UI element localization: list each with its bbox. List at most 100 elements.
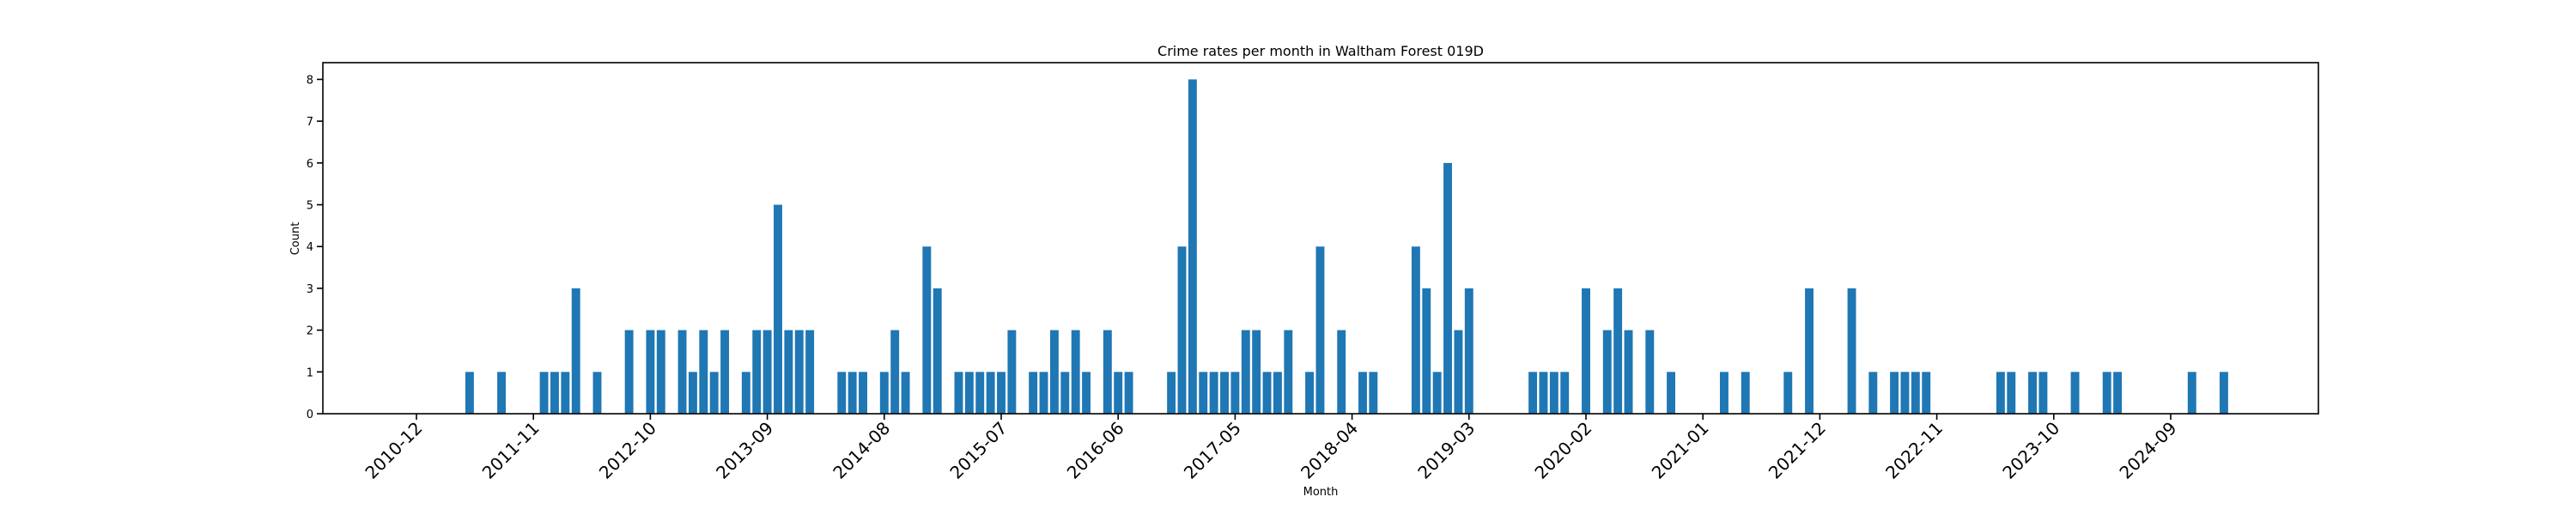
bar-2012-03 [571, 288, 580, 414]
bar-2013-07 [741, 372, 750, 414]
bar-2013-12 [794, 330, 804, 414]
chart-title: Crime rates per month in Waltham Forest … [1157, 43, 1484, 59]
bar-2012-08 [624, 330, 634, 414]
x-tick-label: 2022-11 [1881, 418, 1947, 483]
bar-2015-05 [975, 372, 985, 414]
bar-2013-08 [752, 330, 762, 414]
bar-2014-08 [879, 372, 889, 414]
bar-2013-05 [720, 330, 730, 414]
bar-2020-02 [1582, 288, 1590, 414]
bar-2011-08 [497, 372, 507, 414]
bar-2019-09 [1528, 372, 1538, 414]
x-tick-label: 2023-10 [1998, 418, 2063, 483]
y-axis-label: Count [289, 222, 302, 256]
bar-2014-10 [901, 372, 910, 414]
x-tick-label: 2016-06 [1063, 418, 1128, 483]
bar-2023-06 [2007, 372, 2016, 414]
x-tick-label: 2021-12 [1765, 418, 1830, 483]
bar-2023-05 [1996, 372, 2005, 414]
bar-2025-02 [2219, 372, 2228, 414]
bar-2017-06 [1241, 330, 1250, 414]
y-tick-label: 5 [307, 200, 313, 213]
bar-2013-10 [774, 204, 782, 414]
bar-2022-09 [1911, 372, 1920, 414]
bar-2022-03 [1847, 288, 1856, 414]
bar-2018-06 [1369, 372, 1378, 414]
x-tick-label: 2019-03 [1413, 418, 1479, 483]
bar-2015-06 [986, 372, 995, 414]
x-tick-label: 2012-10 [595, 418, 660, 483]
bar-2012-02 [561, 372, 570, 414]
bar-2012-01 [550, 372, 559, 414]
bar-2020-10 [1667, 372, 1676, 414]
bar-2019-12 [1560, 372, 1570, 414]
bar-2020-06 [1624, 330, 1633, 414]
x-tick-label: 2021-01 [1648, 418, 1713, 483]
bar-2012-11 [656, 330, 665, 414]
bar-2013-09 [762, 330, 772, 414]
bar-2013-02 [688, 372, 697, 414]
bar-2013-04 [709, 372, 719, 414]
bar-2012-05 [592, 372, 602, 414]
x-tick-label: 2024-09 [2115, 418, 2180, 483]
x-axis-ticks: 2010-12 2011-11 2012-10 2013-09 2014-08 2015-… [361, 414, 2181, 483]
bar-2015-11 [1039, 372, 1048, 414]
x-tick-label: 2018-04 [1297, 418, 1362, 483]
bar-2016-05 [1103, 330, 1112, 414]
bar-2016-11 [1167, 372, 1176, 414]
bar-2019-02 [1454, 330, 1463, 414]
bar-2023-09 [2038, 372, 2048, 414]
bars-group [465, 79, 2228, 415]
bar-2022-05 [1868, 372, 1878, 414]
bar-2021-05 [1741, 372, 1750, 414]
bar-2022-08 [1900, 372, 1910, 414]
plot-frame [322, 62, 2319, 415]
bar-2015-01 [933, 288, 942, 414]
bar-2020-08 [1645, 330, 1655, 414]
bar-2018-05 [1358, 372, 1367, 414]
bar-2014-12 [922, 246, 932, 414]
bar-2018-12 [1432, 372, 1442, 414]
bar-2017-10 [1284, 330, 1293, 414]
bar-2017-08 [1262, 372, 1272, 414]
bar-2022-07 [1890, 372, 1899, 414]
bar-2016-03 [1082, 372, 1091, 414]
x-tick-label: 2011-11 [478, 418, 544, 483]
bar-2015-04 [964, 372, 974, 414]
bar-2023-12 [2070, 372, 2080, 414]
bar-2024-11 [2187, 372, 2196, 414]
bar-2014-06 [859, 372, 867, 414]
bar-2017-12 [1305, 372, 1315, 414]
bar-2019-03 [1464, 288, 1473, 414]
bar-2014-05 [848, 372, 857, 414]
bar-2019-01 [1443, 162, 1452, 415]
x-axis-label: Month [1303, 486, 1339, 499]
y-tick-label: 8 [307, 74, 313, 87]
bar-2012-10 [646, 330, 655, 414]
y-tick-label: 6 [307, 158, 313, 171]
bar-2016-02 [1071, 330, 1080, 414]
bar-2022-10 [1922, 372, 1931, 414]
bar-2017-05 [1230, 372, 1240, 414]
bar-2017-02 [1199, 372, 1208, 414]
bar-2017-09 [1273, 372, 1282, 414]
bar-2024-04 [2113, 372, 2123, 414]
bar-2023-08 [2028, 372, 2037, 414]
x-tick-label: 2020-02 [1530, 418, 1595, 483]
x-tick-label: 2014-08 [829, 418, 894, 483]
bar-2020-05 [1613, 288, 1623, 414]
bar-2013-11 [784, 330, 793, 414]
bar-2020-04 [1602, 330, 1612, 414]
y-axis-ticks: 0 1 2 3 4 5 6 7 8 [307, 74, 323, 421]
bar-2018-03 [1337, 330, 1346, 414]
bar-2015-07 [997, 372, 1005, 414]
bar-2024-03 [2102, 372, 2111, 414]
x-tick-label: 2017-05 [1180, 418, 1245, 483]
x-tick-label: 2015-07 [945, 418, 1011, 483]
bar-2021-03 [1720, 372, 1728, 414]
bar-2011-05 [465, 372, 474, 414]
bar-2015-10 [1029, 372, 1038, 414]
bar-2014-01 [805, 330, 815, 414]
